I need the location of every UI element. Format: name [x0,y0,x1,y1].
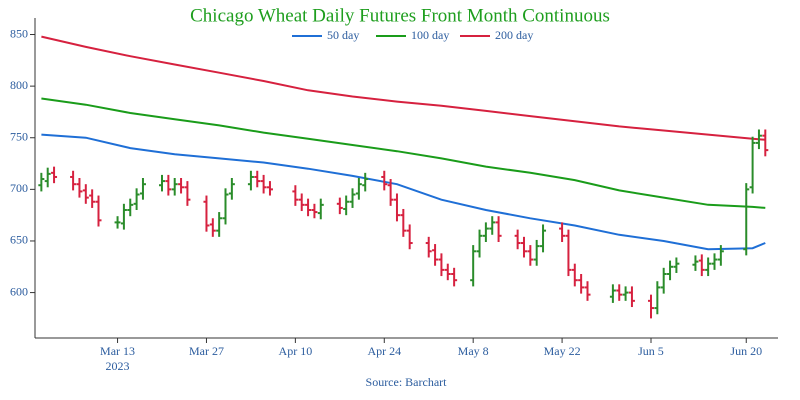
x-year-label: 2023 [106,359,130,373]
legend-label: 100 day [411,28,449,42]
x-tick-label: Jun 20 [730,344,762,358]
x-tick-label: Mar 27 [189,344,224,358]
y-tick-label: 750 [10,129,28,143]
y-tick-label: 800 [10,78,28,92]
y-tick-label: 650 [10,233,28,247]
x-tick-label: May 8 [458,344,489,358]
x-tick-label: Apr 24 [367,344,401,358]
source-note: Source: Barchart [366,375,448,389]
x-tick-label: Jun 5 [638,344,664,358]
legend-label: 200 day [495,28,533,42]
chart-title: Chicago Wheat Daily Futures Front Month … [190,5,610,26]
y-tick-label: 700 [10,181,28,195]
x-tick-label: Mar 13 [100,344,135,358]
moving-average-line [41,35,766,141]
moving-average-line [41,133,766,251]
legend-label: 50 day [327,28,359,42]
y-tick-label: 850 [10,26,28,40]
moving-average-line [41,97,766,209]
x-tick-label: May 22 [544,344,581,358]
x-tick-label: Apr 10 [279,344,313,358]
y-tick-label: 600 [10,284,28,298]
